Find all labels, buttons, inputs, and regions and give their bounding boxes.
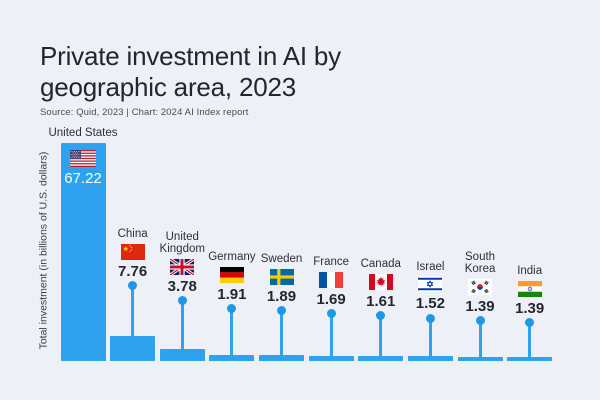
- callout-dot: [326, 309, 336, 319]
- country-label-group: Israel 1.52: [401, 261, 459, 313]
- country-label-group: Sweden 1.89: [253, 253, 311, 305]
- bar-column-india: India 1.39: [507, 0, 553, 400]
- callout-line: [379, 315, 383, 361]
- country-name: United Kingdom: [159, 230, 205, 256]
- bar-column-sweden: Sweden 1.89: [259, 0, 305, 400]
- country-label-group: France 1.69: [302, 256, 360, 308]
- callout-dot: [128, 281, 138, 291]
- callout-dot: [475, 316, 485, 325]
- value-label: 1.39: [515, 299, 545, 317]
- chart-source-credit: Source: Quid, 2023 | Chart: 2024 AI Inde…: [40, 107, 249, 118]
- country-label-group: South Korea 1.39: [451, 251, 509, 315]
- value-label: 1.61: [366, 292, 396, 310]
- country-name: France: [313, 256, 350, 269]
- sweden-flag-icon: [253, 268, 311, 285]
- callout-line: [131, 285, 135, 361]
- callout-dot: [425, 313, 435, 323]
- country-label-group: India 1.39: [501, 265, 559, 317]
- country-name: Israel: [416, 260, 445, 273]
- bar-south-korea: [457, 356, 503, 361]
- country-name: India: [517, 265, 543, 277]
- country-name: Canada: [360, 258, 401, 271]
- value-label: 1.52: [415, 295, 445, 313]
- bar-column-germany: Germany 1.91: [208, 0, 256, 400]
- callout-dot: [277, 306, 287, 316]
- callout-line: [428, 318, 432, 361]
- value-label: 1.91: [217, 285, 247, 303]
- canada-flag-icon: [352, 273, 410, 290]
- value-label: 1.39: [465, 297, 495, 315]
- bar-column-china: China 7.76: [110, 0, 156, 400]
- india-flag-icon: [501, 280, 559, 297]
- bar-column-south-korea: South Korea 1.39: [457, 0, 503, 400]
- us-flag-icon: [61, 150, 106, 168]
- bar-column-united-states: United States 67.22: [48, 0, 118, 400]
- callout-dot: [227, 304, 237, 314]
- uk-flag-icon: [153, 257, 211, 277]
- callout-line: [329, 313, 333, 361]
- chart-title: Private investment in AI by geographic a…: [40, 41, 341, 102]
- bar-israel: [407, 356, 453, 361]
- bar-column-canada: Canada 1.61: [358, 0, 404, 400]
- country-label-group: Canada 1.61: [352, 258, 410, 310]
- bar-column-united-kingdom: United Kingdom 3.78: [160, 0, 205, 400]
- bar-canada: [358, 355, 404, 361]
- country-label-group: United Kingdom 3.78: [153, 231, 211, 295]
- country-name: South Korea: [464, 250, 496, 276]
- country-label-group: China 7.76: [104, 228, 162, 280]
- callout-dot: [525, 318, 535, 327]
- france-flag-icon: [302, 271, 360, 288]
- value-label: 7.76: [118, 262, 148, 280]
- value-label: 1.89: [266, 287, 297, 305]
- bar-france: [308, 355, 354, 361]
- south-korea-flag-icon: [451, 278, 509, 295]
- israel-flag-icon: [401, 276, 459, 293]
- germany-flag-icon: [203, 266, 261, 283]
- country-name: Sweden: [260, 253, 303, 266]
- callout-line: [478, 320, 482, 361]
- value-label: 3.78: [167, 277, 197, 295]
- callout-line: [230, 308, 234, 361]
- bar-china: [110, 335, 156, 361]
- callout-line: [280, 310, 284, 361]
- callout-dot: [177, 296, 187, 306]
- callout-line: [180, 300, 184, 361]
- bar-united-states: 67.22: [60, 143, 106, 361]
- value-label: 67.22: [64, 170, 102, 188]
- bar-column-france: France 1.69: [308, 0, 354, 400]
- callout-dot: [376, 311, 386, 321]
- bar-column-israel: Israel 1.52: [407, 0, 453, 400]
- country-label-group: Germany 1.91: [203, 251, 261, 303]
- country-name: Germany: [208, 251, 256, 264]
- callout-line: [528, 322, 532, 361]
- country-name: China: [117, 228, 148, 241]
- bar-sweden: [259, 354, 305, 361]
- bar-united-kingdom: [159, 348, 205, 361]
- bar-germany: [209, 354, 255, 361]
- value-label: 1.69: [316, 290, 346, 308]
- bar-india: [507, 356, 553, 361]
- country-name: United States: [48, 127, 118, 140]
- china-flag-icon: [104, 243, 162, 260]
